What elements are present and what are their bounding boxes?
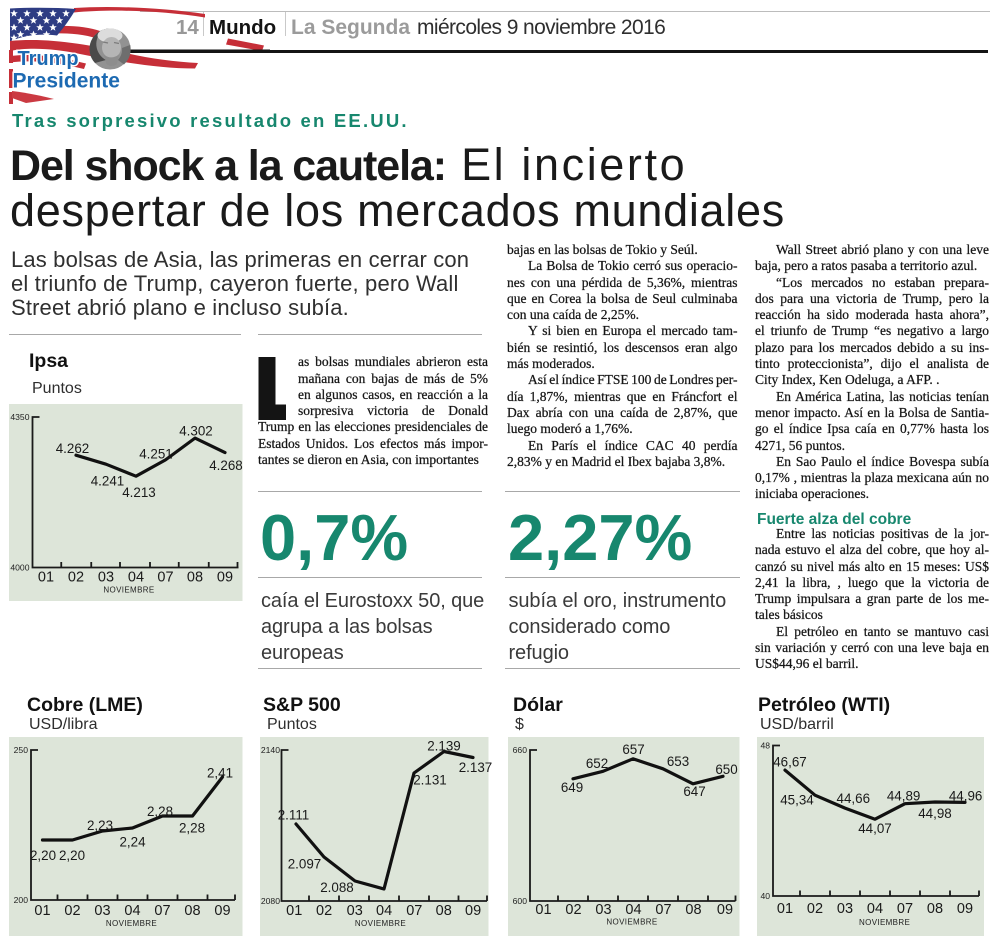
svg-text:09: 09: [716, 902, 732, 918]
svg-text:2,20: 2,20: [30, 848, 56, 863]
svg-text:4000: 4000: [10, 563, 29, 573]
svg-text:660: 660: [512, 745, 527, 755]
svg-text:2,28: 2,28: [147, 804, 173, 819]
svg-text:44,98: 44,98: [918, 806, 952, 821]
svg-text:04: 04: [128, 569, 144, 585]
svg-text:2,24: 2,24: [119, 835, 146, 850]
svg-text:2,23: 2,23: [87, 818, 113, 833]
svg-text:01: 01: [777, 901, 793, 917]
svg-text:01: 01: [38, 569, 54, 585]
svg-text:09: 09: [957, 901, 973, 917]
svg-text:2.131: 2.131: [413, 773, 447, 788]
svg-text:40: 40: [760, 891, 770, 901]
svg-text:Presidente: Presidente: [13, 70, 120, 93]
svg-text:04: 04: [124, 903, 140, 919]
svg-text:09: 09: [214, 903, 230, 919]
svg-text:4.302: 4.302: [179, 424, 213, 439]
svg-text:09: 09: [217, 569, 233, 585]
svg-text:02: 02: [807, 901, 823, 917]
svg-text:657: 657: [622, 742, 644, 757]
svg-text:4350: 4350: [10, 412, 29, 422]
svg-text:02: 02: [316, 903, 332, 919]
svg-text:4.251: 4.251: [139, 447, 173, 462]
svg-text:200: 200: [14, 895, 29, 905]
svg-text:45,34: 45,34: [780, 793, 814, 808]
svg-text:4.241: 4.241: [91, 474, 125, 489]
svg-text:NOVIEMBRE: NOVIEMBRE: [354, 919, 405, 928]
svg-text:01: 01: [535, 902, 551, 918]
svg-text:01: 01: [34, 903, 50, 919]
svg-text:NOVIEMBRE: NOVIEMBRE: [606, 918, 657, 927]
svg-text:647: 647: [683, 784, 705, 799]
svg-text:08: 08: [927, 901, 943, 917]
svg-text:08: 08: [685, 902, 701, 918]
svg-text:02: 02: [565, 902, 581, 918]
svg-text:07: 07: [154, 903, 170, 919]
svg-text:03: 03: [346, 903, 362, 919]
svg-text:2.137: 2.137: [458, 760, 492, 775]
svg-text:09: 09: [465, 903, 481, 919]
svg-text:2.097: 2.097: [287, 857, 321, 872]
svg-text:2.088: 2.088: [320, 880, 354, 895]
svg-text:07: 07: [157, 569, 173, 585]
svg-text:2,41: 2,41: [207, 766, 233, 781]
svg-text:4.213: 4.213: [122, 485, 156, 500]
svg-text:07: 07: [897, 901, 913, 917]
svg-text:02: 02: [68, 569, 84, 585]
svg-text:2,20: 2,20: [59, 848, 85, 863]
svg-text:2080: 2080: [260, 896, 279, 906]
svg-text:NOVIEMBRE: NOVIEMBRE: [103, 586, 154, 595]
svg-text:03: 03: [837, 901, 853, 917]
svg-text:NOVIEMBRE: NOVIEMBRE: [859, 918, 910, 927]
svg-text:653: 653: [666, 754, 688, 769]
svg-text:07: 07: [406, 903, 422, 919]
svg-text:46,67: 46,67: [773, 754, 807, 769]
svg-text:2,28: 2,28: [179, 821, 205, 836]
svg-text:03: 03: [94, 903, 110, 919]
svg-text:650: 650: [715, 762, 737, 777]
svg-text:03: 03: [98, 569, 114, 585]
svg-text:01: 01: [286, 903, 302, 919]
svg-text:04: 04: [867, 901, 883, 917]
svg-text:600: 600: [512, 896, 527, 906]
svg-text:649: 649: [560, 780, 582, 795]
svg-text:08: 08: [184, 903, 200, 919]
svg-text:48: 48: [760, 741, 770, 751]
svg-text:04: 04: [376, 903, 392, 919]
svg-text:03: 03: [595, 902, 611, 918]
svg-text:02: 02: [64, 903, 80, 919]
svg-text:2.139: 2.139: [427, 739, 461, 754]
svg-text:NOVIEMBRE: NOVIEMBRE: [106, 919, 157, 928]
svg-text:08: 08: [187, 569, 203, 585]
svg-text:4.262: 4.262: [56, 441, 90, 456]
svg-text:07: 07: [655, 902, 671, 918]
svg-text:4.268: 4.268: [209, 458, 243, 473]
svg-text:44,89: 44,89: [887, 788, 921, 803]
svg-text:2.111: 2.111: [277, 808, 309, 823]
svg-text:44,07: 44,07: [858, 821, 892, 836]
svg-text:08: 08: [435, 903, 451, 919]
svg-text:652: 652: [585, 756, 607, 771]
svg-text:44,66: 44,66: [837, 791, 871, 806]
svg-text:2140: 2140: [260, 745, 279, 755]
svg-text:44,96: 44,96: [949, 788, 983, 803]
svg-text:250: 250: [14, 745, 29, 755]
svg-text:Trump: Trump: [18, 48, 79, 70]
svg-text:04: 04: [625, 902, 641, 918]
